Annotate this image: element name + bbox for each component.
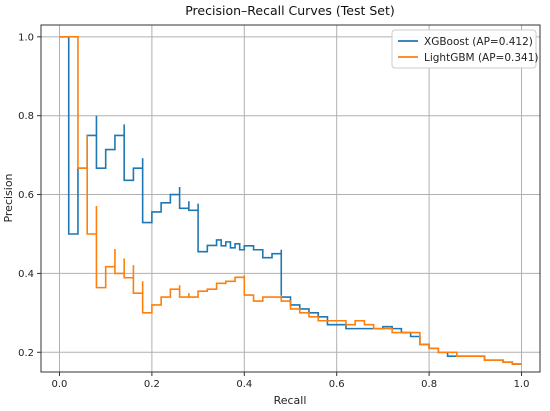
series-line-lightgbm bbox=[59, 36, 522, 365]
grid bbox=[41, 25, 540, 372]
y-tick-label: 0.4 bbox=[18, 269, 34, 280]
x-tick-label: 1.0 bbox=[514, 379, 530, 390]
y-tick-label: 0.8 bbox=[18, 111, 34, 122]
y-tick-label: 0.2 bbox=[18, 348, 34, 359]
series-line-xgboost bbox=[59, 36, 522, 365]
plot-frame bbox=[40, 24, 541, 373]
legend: XGBoost (AP=0.412) LightGBM (AP=0.341) bbox=[391, 29, 539, 69]
y-tick-label: 0.6 bbox=[18, 190, 34, 201]
x-tick-label: 0.4 bbox=[236, 379, 252, 390]
legend-label-lightgbm: LightGBM (AP=0.341) bbox=[424, 52, 539, 64]
legend-box bbox=[391, 29, 537, 69]
y-axis-label: Precision bbox=[2, 173, 15, 222]
x-tick-label: 0.0 bbox=[52, 379, 68, 390]
x-axis-label: Recall bbox=[274, 394, 307, 407]
x-tick-label: 0.8 bbox=[421, 379, 437, 390]
x-tick-label: 0.2 bbox=[144, 379, 160, 390]
tick-layer: 0.0 0.2 0.4 0.6 0.8 1.0 0.2 0.4 0.6 0.8 1.0 bbox=[18, 32, 529, 390]
series-layer bbox=[59, 36, 522, 365]
chart-title: Precision–Recall Curves (Test Set) bbox=[185, 3, 395, 18]
y-tick-label: 1.0 bbox=[18, 32, 34, 43]
x-tick-label: 0.6 bbox=[329, 379, 345, 390]
legend-label-xgboost: XGBoost (AP=0.412) bbox=[424, 36, 533, 48]
